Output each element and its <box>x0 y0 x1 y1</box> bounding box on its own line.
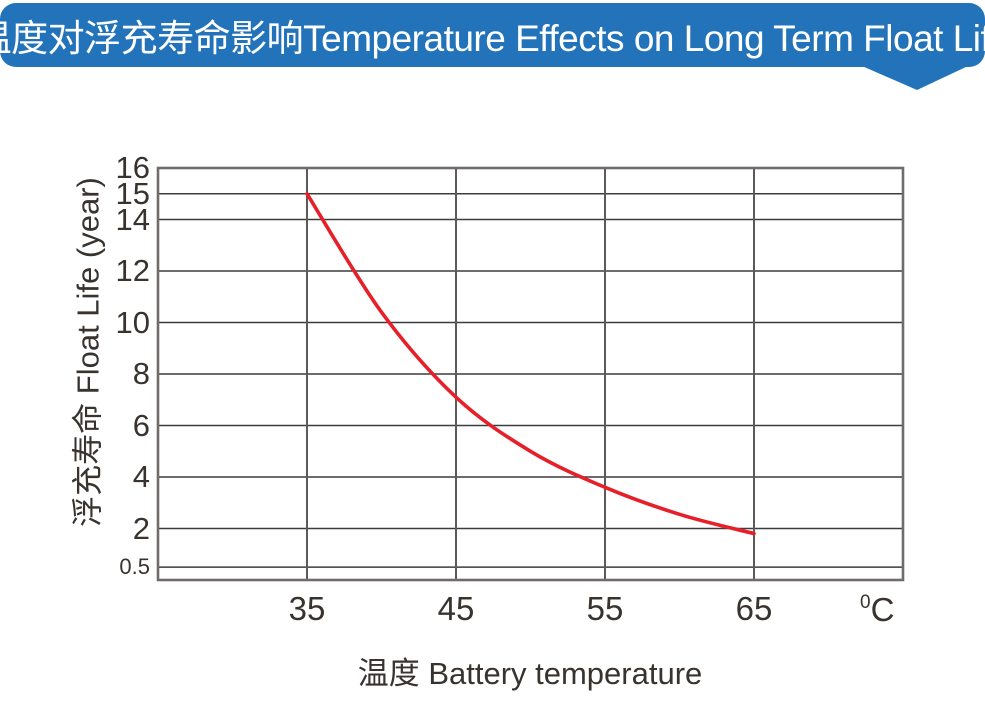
banner-title-text: 温度对浮充寿命影响Temperature Effects on Long Ter… <box>0 18 985 59</box>
y-axis-title: 浮充寿命 Float Life (year) <box>70 177 106 527</box>
degree-sup: 0 <box>860 592 871 613</box>
banner-tail-icon <box>862 66 968 90</box>
title-banner: 温度对浮充寿命影响Temperature Effects on Long Ter… <box>0 3 985 67</box>
life-curve <box>305 192 756 536</box>
x-axis-unit: 0C <box>860 584 894 628</box>
x-axis-title: 温度 Battery temperature <box>357 656 703 691</box>
celsius-letter: C <box>870 591 895 628</box>
plot-border <box>156 166 905 582</box>
